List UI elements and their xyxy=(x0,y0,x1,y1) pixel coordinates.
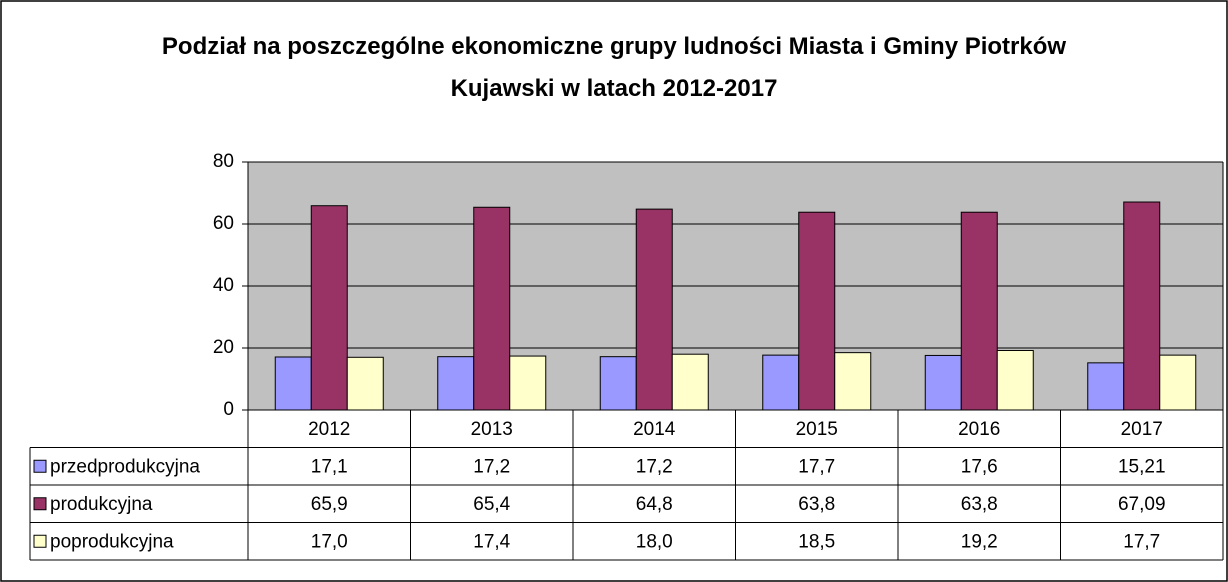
table-value: 18,0 xyxy=(636,531,673,552)
table-value: 65,9 xyxy=(311,494,348,515)
bar xyxy=(346,356,384,411)
legend-label: przedprodukcyjna xyxy=(50,456,200,477)
table-value: 17,7 xyxy=(1123,531,1160,552)
bar xyxy=(274,356,312,411)
table-value: 64,8 xyxy=(636,494,673,515)
legend-label: produkcyjna xyxy=(50,494,153,515)
table-value: 17,7 xyxy=(798,456,835,477)
bar xyxy=(509,355,547,411)
table-value: 17,2 xyxy=(473,456,510,477)
x-tick-label: 2016 xyxy=(958,419,1000,440)
x-tick-label: 2017 xyxy=(1121,419,1163,440)
bar xyxy=(996,349,1034,411)
table-value: 17,6 xyxy=(961,456,998,477)
legend-key xyxy=(33,459,47,473)
x-tick-label: 2013 xyxy=(471,419,513,440)
bar xyxy=(834,352,872,411)
legend-label: poprodukcyjna xyxy=(50,531,174,552)
bar xyxy=(437,356,475,411)
legend-key xyxy=(33,497,47,511)
y-tick-label: 20 xyxy=(213,337,234,358)
bar xyxy=(1159,354,1197,411)
table-value: 63,8 xyxy=(798,494,835,515)
chart-title: Podział na poszczególne ekonomiczne grup… xyxy=(161,33,1067,102)
table-value: 63,8 xyxy=(961,494,998,515)
bar xyxy=(798,211,836,411)
table-value: 67,09 xyxy=(1118,494,1166,515)
y-tick-label: 40 xyxy=(213,275,234,296)
table-value: 17,1 xyxy=(311,456,348,477)
bar xyxy=(671,353,709,411)
bar xyxy=(924,354,962,411)
y-tick-label: 0 xyxy=(223,399,234,420)
legend-key xyxy=(33,534,47,548)
table-value: 15,21 xyxy=(1118,456,1166,477)
y-tick-label: 60 xyxy=(213,213,234,234)
x-tick-label: 2015 xyxy=(796,419,838,440)
table-value: 17,2 xyxy=(636,456,673,477)
x-tick-label: 2014 xyxy=(633,419,676,440)
bar xyxy=(1123,201,1161,411)
bar xyxy=(960,211,998,411)
table-value: 65,4 xyxy=(473,494,510,515)
y-tick-label: 80 xyxy=(213,151,234,172)
bar xyxy=(635,208,673,411)
bar xyxy=(310,205,348,411)
bar xyxy=(762,354,800,411)
table-value: 17,4 xyxy=(473,531,510,552)
bar xyxy=(599,356,637,411)
bar xyxy=(1087,362,1125,411)
table-value: 18,5 xyxy=(798,531,835,552)
table-value: 19,2 xyxy=(961,531,998,552)
table-value: 17,0 xyxy=(311,531,348,552)
bar xyxy=(473,206,511,411)
x-tick-label: 2012 xyxy=(308,419,350,440)
